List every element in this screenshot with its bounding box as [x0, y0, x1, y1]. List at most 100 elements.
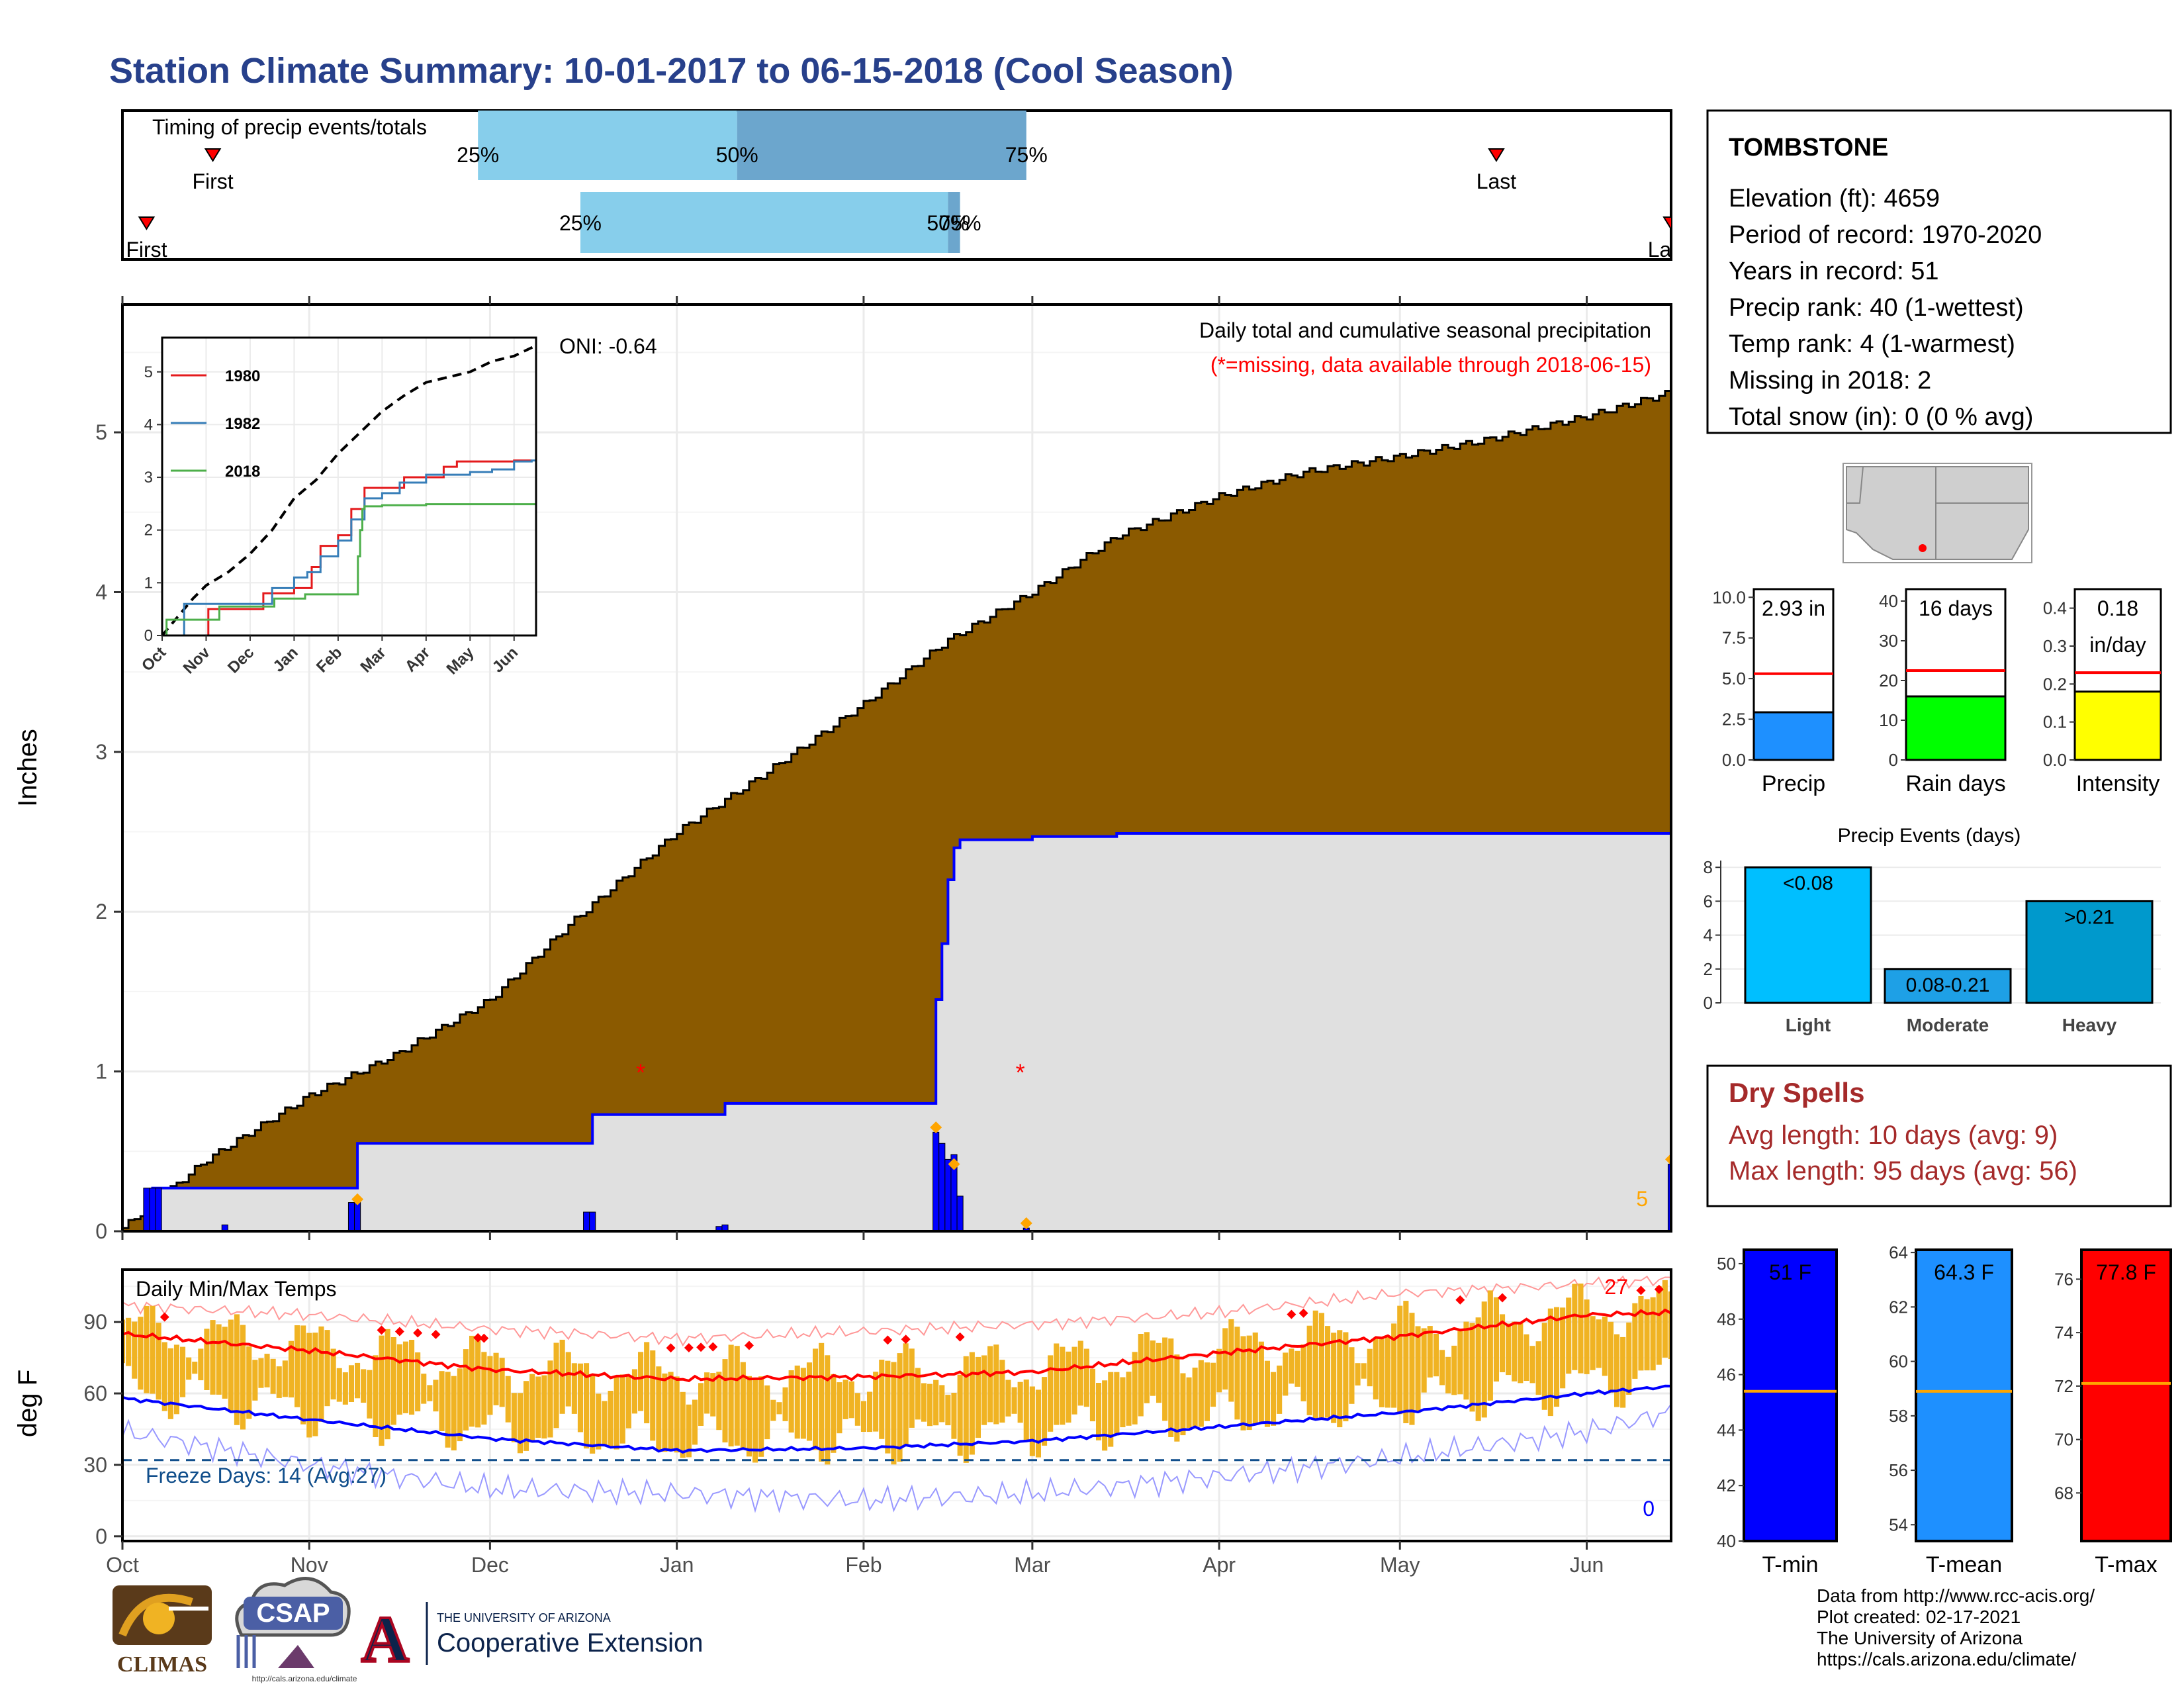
record-max-line	[122, 1275, 1671, 1347]
daily-temp-bar	[324, 1330, 330, 1407]
daily-temp-bar	[451, 1376, 457, 1451]
total-value-label: 0.18	[2097, 596, 2138, 620]
daily-temp-bar	[1433, 1334, 1439, 1377]
temps-y-tick: 90	[83, 1310, 107, 1334]
daily-temp-bar	[1614, 1334, 1620, 1407]
daily-temp-bar	[342, 1372, 348, 1405]
footer-line: Data from http://www.rcc-acis.org/	[1817, 1585, 2095, 1606]
record-high-marker	[159, 1312, 169, 1322]
daily-precip-bar	[149, 1188, 156, 1231]
daily-temp-bar	[457, 1368, 463, 1442]
daily-temp-bar	[1518, 1322, 1524, 1383]
total-bar-2	[2073, 690, 2162, 761]
daily-temp-bar	[487, 1356, 493, 1415]
daily-temp-bar	[1469, 1323, 1475, 1412]
daily-temp-bar	[1126, 1372, 1132, 1426]
daily-temp-bar	[306, 1333, 312, 1438]
daily-temp-bar	[1283, 1352, 1289, 1396]
daily-temp-bar	[1620, 1336, 1626, 1408]
daily-temp-bar	[674, 1376, 680, 1453]
total-y-tick: 7.5	[1722, 628, 1746, 648]
daily-temp-bar	[716, 1372, 722, 1430]
station-info-line: Total snow (in): 0 (0 % avg)	[1729, 403, 2033, 431]
daily-temp-bar	[240, 1325, 246, 1430]
event-value-label: >0.21	[2064, 906, 2115, 928]
daily-temp-bar	[210, 1320, 216, 1395]
daily-precip-bar	[221, 1224, 228, 1231]
total-y-tick: 0.4	[2043, 598, 2067, 618]
timing-last-marker	[1488, 148, 1505, 162]
daily-temp-bar	[867, 1391, 873, 1432]
daily-temp-bar	[1662, 1280, 1668, 1358]
daily-temp-bar	[740, 1362, 746, 1448]
daily-temp-bar	[897, 1353, 903, 1462]
daily-temp-bar	[132, 1321, 138, 1379]
temp-summary-bar-1	[1915, 1248, 2013, 1542]
event-category-label: Moderate	[1907, 1015, 1989, 1035]
daily-temp-bar	[619, 1374, 625, 1444]
daily-temp-bar	[1174, 1354, 1180, 1442]
daily-temp-bar	[373, 1355, 379, 1437]
daily-temp-bar	[1077, 1340, 1083, 1406]
total-y-tick: 0.1	[2043, 712, 2067, 732]
daily-precip-bar	[143, 1188, 150, 1231]
daily-temp-bar	[367, 1370, 373, 1419]
daily-temp-bar	[1529, 1346, 1535, 1383]
daily-temp-bar	[1439, 1350, 1445, 1385]
daily-temp-bar	[1071, 1346, 1077, 1415]
daily-temp-bar	[385, 1329, 390, 1440]
daily-temp-bar	[1120, 1377, 1126, 1428]
daily-temp-bar	[650, 1350, 656, 1441]
daily-temp-bar	[433, 1380, 439, 1412]
location-map	[1843, 463, 2032, 563]
daily-temp-bar	[264, 1354, 270, 1387]
timing-row-label: Avg	[69, 143, 106, 167]
record-high-marker	[1455, 1295, 1465, 1305]
total-y-tick: 40	[1879, 591, 1898, 611]
daily-temp-bar	[662, 1373, 668, 1452]
daily-temp-bar	[1541, 1323, 1547, 1410]
total-y-tick: 5.0	[1722, 669, 1746, 688]
daily-temp-bar	[481, 1352, 487, 1425]
daily-precip-bar	[589, 1211, 596, 1231]
daily-temp-bar	[608, 1391, 614, 1448]
daily-temp-bar	[746, 1376, 752, 1457]
temps-y-axis-label: deg F	[13, 1370, 42, 1437]
daily-temp-bar	[1089, 1368, 1095, 1422]
daily-temp-bar	[1427, 1326, 1433, 1378]
record-high-marker	[394, 1327, 404, 1336]
daily-temp-bar	[198, 1348, 204, 1381]
temp-summary-y-tick: 44	[1717, 1420, 1736, 1440]
station-location-dot	[1919, 544, 1927, 552]
daily-temp-bar	[957, 1374, 963, 1456]
daily-temp-bar	[1210, 1362, 1216, 1407]
daily-temp-bar	[1632, 1303, 1638, 1379]
timing-q50-label: 50%	[716, 143, 758, 167]
total-value-label: 2.93 in	[1762, 596, 1825, 620]
month-tick: Apr	[1203, 1553, 1236, 1577]
daily-temp-bar	[1331, 1333, 1337, 1423]
daily-temp-bar	[1391, 1323, 1397, 1408]
daily-temp-bar	[1300, 1344, 1306, 1401]
daily-temp-bar	[903, 1343, 909, 1446]
daily-temp-bar	[1524, 1334, 1529, 1381]
daily-temp-bar	[505, 1376, 511, 1423]
daily-temp-bar	[764, 1385, 770, 1440]
daily-temp-bar	[1373, 1337, 1379, 1400]
record-high-marker	[431, 1329, 441, 1339]
daily-temp-bar	[173, 1344, 179, 1415]
timing-q75-label: 75%	[939, 211, 981, 235]
daily-temp-bar	[891, 1362, 897, 1465]
timing-title: Timing of precip events/totals	[152, 115, 427, 139]
event-bar-moderate	[1884, 968, 2012, 1004]
daily-temp-bar	[794, 1365, 800, 1439]
missing-data-marker: *	[636, 1059, 645, 1086]
daily-temp-bar	[1318, 1313, 1324, 1418]
daily-temp-bar	[1005, 1380, 1011, 1417]
timing-q25-label: 25%	[559, 211, 602, 235]
daily-temp-bar	[270, 1358, 276, 1394]
daily-temp-bar	[782, 1387, 788, 1421]
daily-temp-bar	[469, 1335, 475, 1427]
daily-temp-bar	[1409, 1313, 1415, 1425]
